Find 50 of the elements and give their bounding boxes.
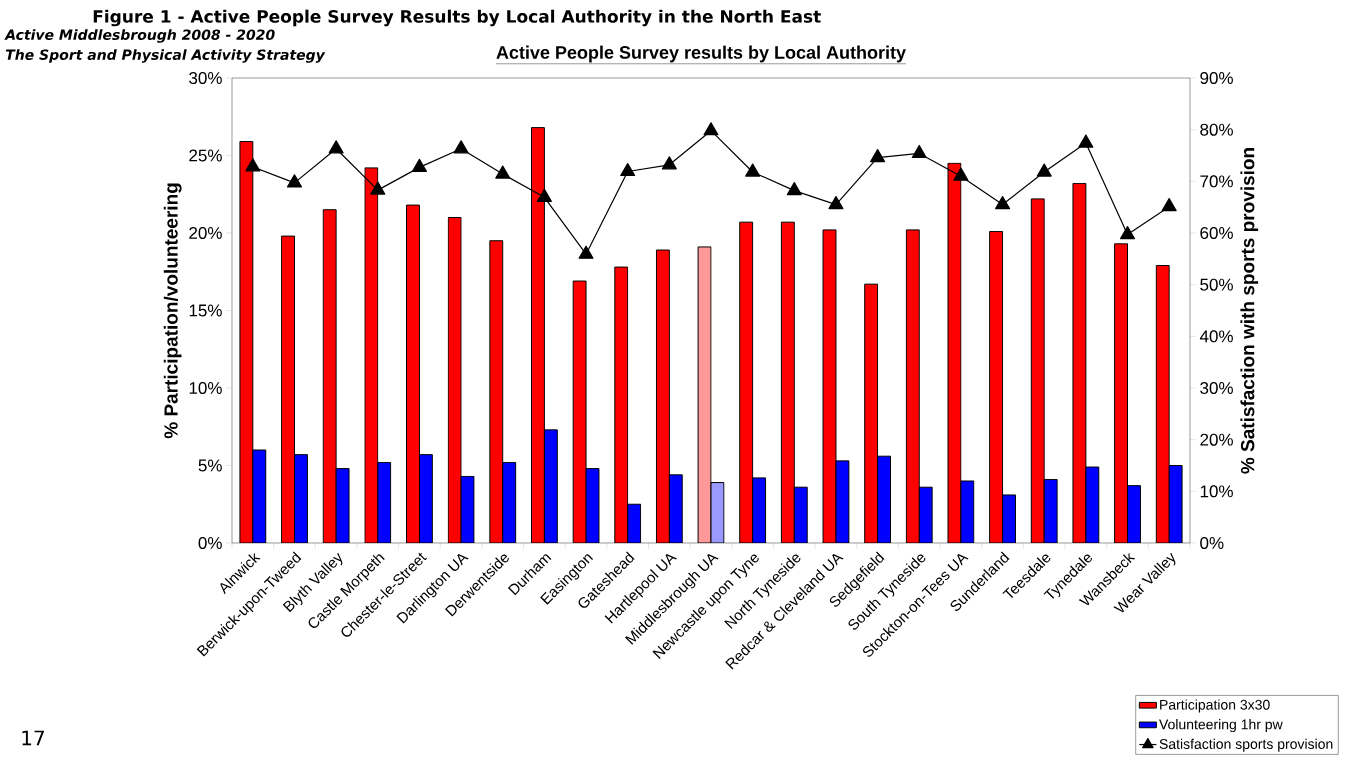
y-tick-label: 5% <box>198 459 222 472</box>
point <box>911 144 927 159</box>
point <box>286 174 303 188</box>
chart-title: Figure 1 - Active People Survey Results by Local Authority in the North East <box>93 9 821 27</box>
point <box>661 156 677 170</box>
point <box>870 148 886 163</box>
y-tick-label: 15% <box>189 304 222 317</box>
y2-tick-label: 70% <box>1200 175 1233 188</box>
point <box>578 245 594 259</box>
legend-label: Satisfaction sports provision <box>1159 738 1333 752</box>
y2-tick-label: 20% <box>1200 433 1233 446</box>
point <box>370 181 386 195</box>
point <box>495 165 511 179</box>
y2-tick-label: 30% <box>1200 381 1233 395</box>
text: The Sport and Physical Activity Strategy <box>5 49 326 63</box>
legend-label: Participation 3x30 <box>1160 699 1270 713</box>
point <box>1161 198 1177 212</box>
text: Active Middlesbrough 2008 - 2020 <box>4 29 275 43</box>
y-tick-label: 25% <box>189 149 222 162</box>
legend-label: Volunteering 1hr pw <box>1159 719 1283 733</box>
point <box>786 182 802 196</box>
point <box>1119 225 1136 240</box>
point <box>411 158 427 172</box>
y-axis-title: % Participation/volunteering <box>163 183 182 439</box>
chart-subtitle: Active People Survey results by Local Authority <box>496 45 906 63</box>
point <box>620 162 636 177</box>
y2-tick-label: 60% <box>1200 226 1233 240</box>
y-tick-label: 0% <box>198 536 222 550</box>
point <box>995 195 1011 210</box>
point <box>703 122 719 136</box>
point <box>245 158 261 172</box>
y2-tick-label: 0% <box>1200 536 1224 550</box>
y2-tick-label: 10% <box>1200 485 1233 498</box>
y-tick-label: 30% <box>189 71 222 85</box>
text: 17 <box>22 730 44 746</box>
y-tick-label: 10% <box>189 381 222 395</box>
y-tick-label: 20% <box>189 226 222 240</box>
point <box>1036 163 1052 177</box>
point <box>328 140 344 154</box>
point <box>828 195 844 210</box>
y2-tick-label: 40% <box>1199 330 1233 343</box>
y2-tick-label: 80% <box>1200 123 1233 136</box>
y2-tick-label: 90% <box>1200 71 1233 85</box>
point <box>536 188 552 202</box>
point <box>745 163 761 177</box>
point <box>453 140 469 154</box>
y2-tick-label: 50% <box>1200 278 1233 291</box>
point <box>1078 134 1094 148</box>
y2-axis-title: % Satisfaction with sports provision <box>1240 148 1259 474</box>
point <box>953 167 969 181</box>
